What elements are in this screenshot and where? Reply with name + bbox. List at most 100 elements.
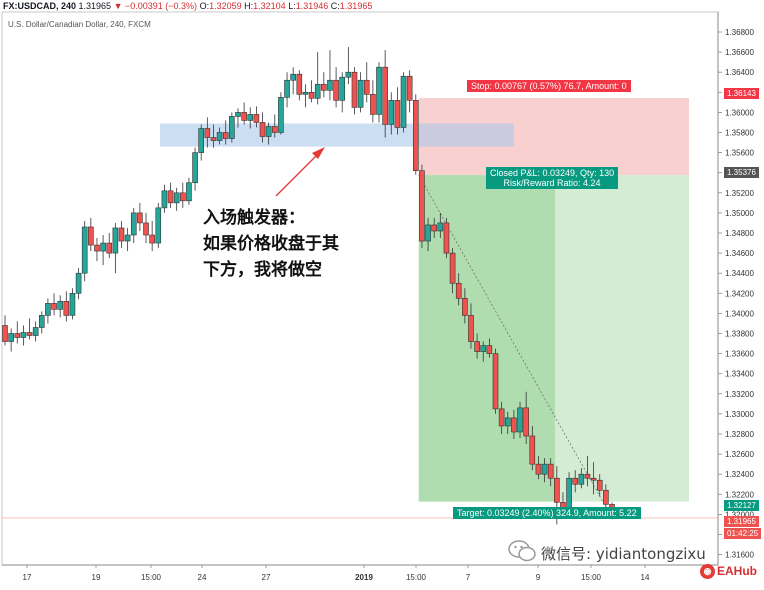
candle-body xyxy=(45,303,51,316)
candle-body xyxy=(370,94,376,115)
candle-body xyxy=(596,479,603,491)
candle-body xyxy=(504,417,511,427)
x-tick-label: 17 xyxy=(23,573,32,582)
close-value: 1.31965 xyxy=(339,1,373,11)
price-change: ▼ −0.00391 (−0.3%) xyxy=(113,1,198,11)
y-tick-label: 1.33600 xyxy=(725,350,754,359)
candle-body xyxy=(106,242,113,254)
candle-body xyxy=(541,463,548,475)
candle-body xyxy=(406,75,413,101)
target-price-tag: 1.32127 xyxy=(724,500,759,511)
candle-body xyxy=(32,327,39,336)
candle-body xyxy=(118,227,125,242)
candle-body xyxy=(94,244,100,252)
eahub-logo-text: EAHub xyxy=(717,564,757,578)
candle-body xyxy=(161,190,168,209)
countdown-tag: 01:42:25 xyxy=(724,528,762,539)
candle-body xyxy=(572,477,579,485)
candle-body xyxy=(180,192,186,202)
candle-body xyxy=(321,83,327,91)
stop-price-tag: 1.36143 xyxy=(724,88,759,99)
x-tick-label: 15:00 xyxy=(581,573,602,582)
y-tick-label: 1.34000 xyxy=(725,309,754,318)
stop-loss-label: Stop: 0.00767 (0.57%) 76.7, Amount: 0 xyxy=(467,80,631,92)
candle-body xyxy=(547,463,554,479)
candle-body xyxy=(296,73,303,95)
y-tick-label: 1.34200 xyxy=(725,289,754,298)
candle-body xyxy=(388,100,395,125)
candle-body xyxy=(130,212,137,236)
open-label: O: xyxy=(199,1,210,11)
candle-body xyxy=(308,92,315,99)
watermark-text: 微信号: yidiantongzixu xyxy=(541,545,706,563)
candle-body xyxy=(57,301,63,310)
candle-body xyxy=(278,97,284,133)
candle-body xyxy=(462,298,468,316)
candle-body xyxy=(511,417,517,433)
candle-body xyxy=(124,234,131,242)
annotation-line-3: 下方，我将做空 xyxy=(203,260,322,280)
y-tick-label: 1.33200 xyxy=(725,390,754,399)
candle-body xyxy=(345,71,352,78)
candle-body xyxy=(492,353,499,410)
candle-body xyxy=(535,463,542,475)
x-tick-label: 7 xyxy=(466,573,471,582)
candle-body xyxy=(351,71,358,108)
candle-body xyxy=(333,79,339,101)
high-value: 1.32104 xyxy=(253,1,286,11)
candle-body xyxy=(376,66,382,115)
pointer-arrow-head xyxy=(312,147,325,159)
candle-body xyxy=(229,116,235,139)
y-tick-label: 1.32000 xyxy=(725,510,754,519)
y-tick-label: 1.33000 xyxy=(725,410,754,419)
y-tick-label: 1.31600 xyxy=(725,551,754,560)
y-tick-label: 1.36000 xyxy=(725,108,754,117)
candle-body xyxy=(302,92,309,95)
candle-body xyxy=(455,282,462,299)
y-tick-label: 1.36600 xyxy=(725,48,754,57)
candle-body xyxy=(167,190,174,204)
candle-body xyxy=(412,100,419,171)
candle-body xyxy=(468,315,474,342)
candle-body xyxy=(363,79,370,95)
candle-body xyxy=(474,341,480,352)
eahub-logo: ◉ EAHub xyxy=(700,564,757,580)
y-tick-label: 1.36800 xyxy=(725,28,754,37)
candle-body xyxy=(63,301,70,316)
x-tick-label: 24 xyxy=(198,573,207,582)
candle-body xyxy=(75,272,82,294)
y-tick-label: 1.35000 xyxy=(725,209,754,218)
symbol-description: U.S. Dollar/Canadian Dollar, 240, FXCM xyxy=(8,20,151,29)
candle-body xyxy=(517,407,523,433)
candle-body xyxy=(578,473,585,485)
candle-body xyxy=(198,128,205,153)
candle-body xyxy=(216,132,223,141)
candle-body xyxy=(449,252,456,284)
pnl-label: Closed P&L: 0.03249, Qty: 130 Risk/Rewar… xyxy=(486,167,619,189)
candle-body xyxy=(192,152,198,184)
x-tick-label: 15:00 xyxy=(141,573,162,582)
trade-path-line xyxy=(418,174,613,519)
y-tick-label: 1.32200 xyxy=(725,490,754,499)
candle-body xyxy=(400,75,407,128)
symbol-label: FX:USDCAD, 240 xyxy=(3,1,77,11)
candle-body xyxy=(566,477,572,509)
close-label: C: xyxy=(330,1,340,11)
candle-body xyxy=(529,435,536,465)
candle-body xyxy=(222,132,229,139)
candle-body xyxy=(590,477,597,481)
candle-body xyxy=(486,345,493,354)
annotation-line-2: 如果价格收盘于其 xyxy=(203,234,339,254)
y-tick-label: 1.32400 xyxy=(725,470,754,479)
candle-body xyxy=(112,227,119,254)
low-value: 1.31946 xyxy=(295,1,329,11)
y-tick-label: 1.35800 xyxy=(725,129,754,138)
support-zone xyxy=(160,123,514,147)
annotation-line-1: 入场触发器： xyxy=(203,208,305,228)
last-price: 1.31965 xyxy=(78,1,112,11)
y-tick-label: 1.35600 xyxy=(725,149,754,158)
current-price-tag: 1.31965 xyxy=(724,516,759,527)
y-tick-label: 1.32600 xyxy=(725,450,754,459)
